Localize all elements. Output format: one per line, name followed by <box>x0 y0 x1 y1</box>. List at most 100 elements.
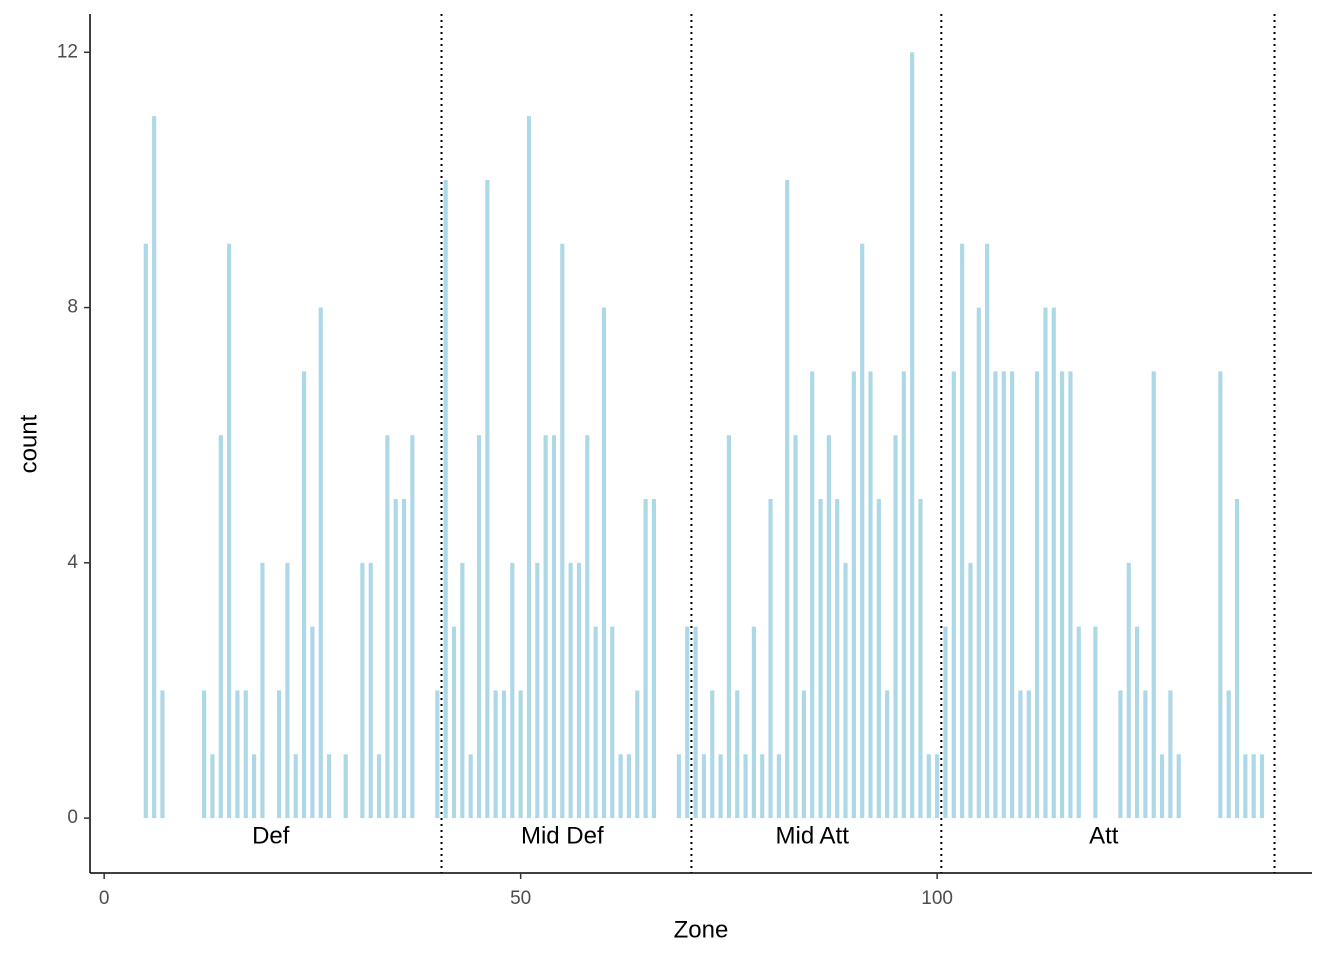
bar <box>285 562 290 819</box>
bar <box>535 562 540 819</box>
x-tick-label: 100 <box>921 888 953 909</box>
bar <box>1243 754 1248 819</box>
bar <box>543 435 548 819</box>
bar <box>743 754 748 819</box>
bar <box>1051 307 1056 819</box>
bar <box>926 754 931 819</box>
bar <box>343 754 348 819</box>
bar <box>1134 626 1140 819</box>
bar <box>576 562 582 819</box>
bar <box>518 690 523 819</box>
x-tick-label: 50 <box>510 888 531 909</box>
bar <box>1035 371 1040 819</box>
bar <box>826 435 831 819</box>
bar <box>701 754 706 819</box>
y-tick-label: 4 <box>67 552 78 573</box>
bar <box>143 243 148 819</box>
bar <box>501 690 507 819</box>
bar <box>1043 307 1048 819</box>
bar <box>368 562 373 819</box>
y-axis-title: count <box>15 414 42 473</box>
bar <box>918 499 923 819</box>
bar <box>685 626 690 819</box>
bar <box>901 371 906 819</box>
bar <box>435 690 440 819</box>
bar <box>1010 371 1015 819</box>
bar <box>243 690 248 819</box>
bar <box>360 562 365 819</box>
bar <box>610 626 615 819</box>
bar <box>1118 690 1123 819</box>
bar <box>785 179 790 819</box>
bar <box>1159 754 1165 819</box>
bar <box>443 179 448 819</box>
bar <box>1060 371 1065 819</box>
bar <box>551 435 557 819</box>
bar <box>476 435 482 819</box>
x-tick-label: 0 <box>99 888 110 909</box>
bar <box>401 499 407 819</box>
bar <box>843 562 848 819</box>
bar <box>810 371 815 819</box>
bar <box>510 562 515 819</box>
bar <box>376 754 382 819</box>
bar <box>1076 626 1081 819</box>
bar <box>910 52 915 819</box>
bar <box>152 116 157 819</box>
bar <box>635 690 640 819</box>
bar <box>960 243 965 819</box>
bar <box>1068 371 1073 819</box>
bar <box>326 754 332 819</box>
zone-label: Mid Def <box>521 823 604 850</box>
bar <box>868 371 873 819</box>
bar <box>585 435 590 819</box>
bar <box>1218 371 1223 819</box>
y-tick-label: 12 <box>57 41 78 62</box>
bar <box>385 435 390 819</box>
bar <box>835 499 840 819</box>
bar <box>468 754 473 819</box>
bar <box>801 690 806 819</box>
bar <box>1151 371 1156 819</box>
bar <box>227 243 232 819</box>
bar <box>593 626 598 819</box>
bar <box>876 499 881 819</box>
bar <box>793 435 798 819</box>
bar <box>1018 690 1023 819</box>
bar <box>160 690 165 819</box>
bar <box>976 307 981 819</box>
bar <box>818 499 823 819</box>
bar <box>751 626 756 819</box>
bar <box>1251 754 1256 819</box>
zone-label: Att <box>1089 823 1119 850</box>
bar <box>760 754 765 819</box>
bar <box>293 754 298 819</box>
bar <box>860 243 865 819</box>
bar <box>1226 690 1231 819</box>
y-tick-label: 0 <box>67 807 78 828</box>
bar <box>951 371 956 819</box>
bar <box>1026 690 1031 819</box>
zone-label: Def <box>252 823 290 850</box>
bar <box>260 562 265 819</box>
bar <box>493 690 498 819</box>
bar <box>710 690 715 819</box>
bar <box>485 179 490 819</box>
bar <box>252 754 257 819</box>
bar <box>618 754 623 819</box>
bar <box>735 690 740 819</box>
bar <box>210 754 215 819</box>
bar <box>410 435 415 819</box>
bar <box>1126 562 1131 819</box>
bar <box>568 562 573 819</box>
bar <box>885 690 890 819</box>
bar <box>1143 690 1148 819</box>
bar <box>851 371 856 819</box>
bar <box>393 499 398 819</box>
bar <box>693 626 698 819</box>
bar <box>1168 690 1173 819</box>
bar <box>943 626 948 819</box>
bar <box>318 307 323 819</box>
bar <box>451 626 457 819</box>
bar <box>893 435 898 819</box>
